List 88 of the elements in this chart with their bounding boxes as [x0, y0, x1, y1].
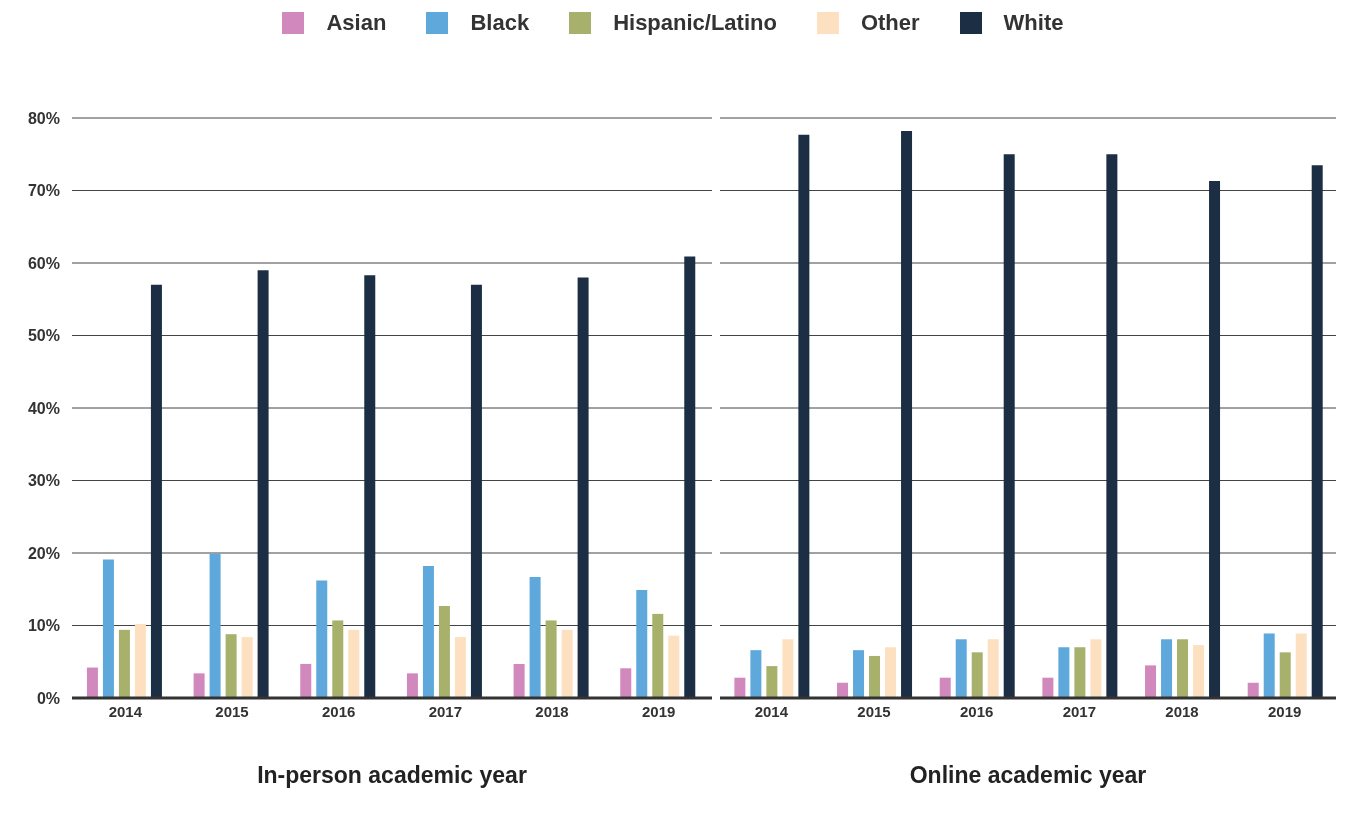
bar: [1145, 665, 1157, 698]
x-axis-title: Online academic year: [909, 762, 1147, 788]
bar: [102, 559, 114, 698]
bar: [766, 666, 778, 698]
bar: [939, 677, 951, 698]
x-tick-label: 2019: [1267, 702, 1302, 720]
bar: [86, 667, 98, 698]
bar: [636, 589, 648, 698]
y-tick-label: 0%: [36, 689, 60, 707]
bar: [545, 620, 557, 698]
bar: [987, 639, 999, 698]
bar: [955, 639, 967, 698]
bar: [257, 270, 269, 698]
legend-label: White: [1003, 10, 1064, 36]
y-tick-label: 30%: [27, 472, 60, 490]
x-tick-label: 2017: [1062, 702, 1097, 720]
bar: [209, 553, 221, 698]
bar: [1058, 647, 1070, 698]
bar: [1074, 647, 1086, 698]
bar: [316, 580, 328, 698]
bar: [134, 624, 146, 698]
bar: [1193, 645, 1205, 698]
x-tick-label: 2016: [321, 702, 356, 720]
bar: [150, 284, 162, 698]
legend-label: Hispanic/Latino: [613, 10, 777, 36]
bar: [798, 134, 810, 698]
bar: [332, 620, 344, 698]
bar: [406, 673, 418, 698]
y-tick-label: 40%: [27, 399, 60, 417]
bar: [668, 635, 680, 698]
bar: [364, 275, 376, 698]
bar: [241, 637, 253, 698]
y-tick-label: 10%: [27, 617, 60, 635]
bar: [470, 284, 482, 698]
bar: [225, 634, 237, 698]
legend-label: Black: [470, 10, 530, 36]
bar: [1003, 154, 1015, 698]
bar: [577, 277, 589, 698]
bar: [652, 613, 664, 698]
x-tick-label: 2014: [754, 702, 789, 720]
legend-label: Asian: [326, 10, 387, 36]
y-tick-label: 80%: [27, 109, 60, 127]
bar: [869, 655, 881, 698]
bar: [529, 576, 541, 698]
x-axis-title: In-person academic year: [257, 762, 527, 788]
bar: [1311, 165, 1323, 698]
bar: [118, 629, 130, 698]
x-tick-label: 2014: [108, 702, 143, 720]
bar: [684, 256, 696, 698]
x-tick-label: 2018: [1165, 702, 1199, 720]
bar: [454, 637, 466, 698]
bar: [750, 650, 762, 698]
bar: [1161, 639, 1173, 698]
bar: [971, 652, 983, 698]
bar: [422, 566, 434, 698]
y-tick-label: 70%: [27, 182, 60, 200]
x-tick-label: 2015: [857, 702, 891, 720]
bar: [1247, 682, 1259, 698]
x-tick-label: 2015: [215, 702, 249, 720]
bar: [348, 629, 360, 698]
bar: [1106, 154, 1118, 698]
bar: [513, 663, 525, 698]
bar: [1042, 677, 1054, 698]
bar: [885, 647, 897, 698]
bar: [782, 639, 794, 698]
bar: [1295, 633, 1307, 698]
x-tick-label: 2017: [428, 702, 463, 720]
bar: [300, 663, 312, 698]
bar: [1279, 652, 1291, 698]
legend-label: Other: [860, 10, 920, 36]
bar: [1090, 639, 1102, 698]
bar: [853, 650, 865, 698]
x-tick-label: 2018: [535, 702, 569, 720]
bar: [1263, 633, 1275, 698]
bar: [561, 629, 573, 698]
bar: [837, 682, 849, 698]
x-tick-label: 2019: [641, 702, 676, 720]
bar: [1209, 181, 1221, 698]
y-tick-label: 20%: [27, 544, 60, 562]
bar: [193, 673, 205, 698]
bar: [620, 668, 632, 698]
x-tick-label: 2016: [959, 702, 994, 720]
y-tick-label: 60%: [27, 254, 60, 272]
bar: [901, 131, 913, 698]
bar: [734, 677, 746, 698]
bar: [1177, 639, 1189, 698]
y-tick-label: 50%: [27, 327, 60, 345]
bar: [438, 605, 450, 698]
